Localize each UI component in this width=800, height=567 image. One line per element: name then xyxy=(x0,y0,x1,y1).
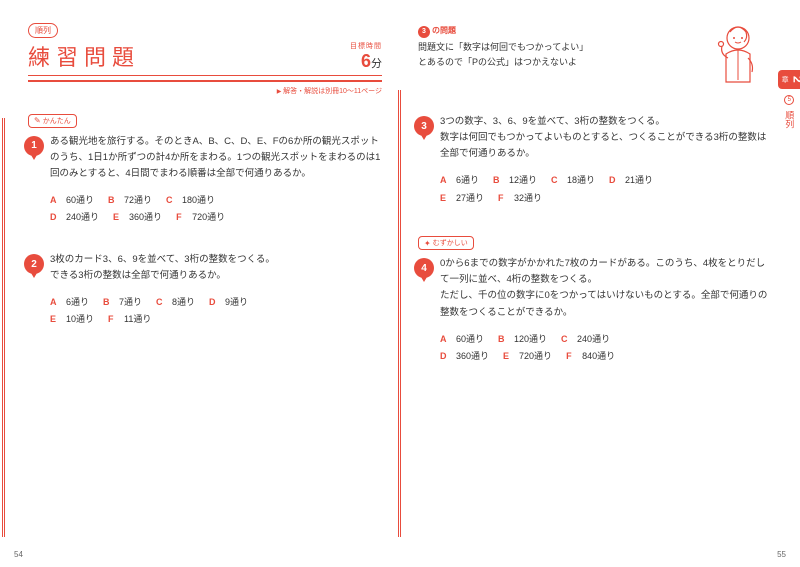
answer-note: 解答・解説は別冊10～11ページ xyxy=(28,86,382,96)
question-number: 1 xyxy=(24,136,44,156)
choices: A6通り B12通り C18通り D21通り E27通り F32通り xyxy=(440,172,768,206)
difficulty-easy-tag: ✎ かんたん xyxy=(28,114,77,128)
question-2: 2 3枚のカード3、6、9を並べて、3桁の整数をつくる。 できる3桁の整数は全部… xyxy=(28,252,382,328)
choices: A60通り B72通り C180通り D240通り E360通り F720通り xyxy=(50,192,382,226)
star-icon: ✦ xyxy=(424,239,431,248)
question-text: ある観光地を旅行する。そのときA、B、C、D、E、Fの6か所の観光スポットのうち… xyxy=(50,134,382,182)
time-value: 6 xyxy=(361,51,371,71)
choices: A60通り B120通り C240通り D360通り E720通り F840通り xyxy=(440,331,768,365)
time-label: 目標時間 xyxy=(350,41,382,51)
page-number-left: 54 xyxy=(14,550,23,559)
page-left: 順列 練習問題 目標時間 6分 解答・解説は別冊10～11ページ ✎ かんたん … xyxy=(0,0,400,567)
page-number-right: 55 xyxy=(777,550,786,559)
question-number: 2 xyxy=(24,254,44,274)
pencil-icon: ✎ xyxy=(34,116,41,125)
category-pill: 順列 xyxy=(28,23,58,38)
page-title: 練習問題 xyxy=(28,40,140,72)
callout-line1: 問題文に「数字は何回でもつかってよい」 xyxy=(418,40,700,55)
difficulty-hard-label: むずかしい xyxy=(433,238,468,248)
chapter-tab: 第2章 xyxy=(778,70,800,89)
question-1: 1 ある観光地を旅行する。そのときA、B、C、D、E、Fの6か所の観光スポットの… xyxy=(28,134,382,227)
margin-lines xyxy=(2,118,5,537)
question-number: 3 xyxy=(414,116,434,136)
margin-lines xyxy=(398,90,401,537)
difficulty-easy-label: かんたん xyxy=(43,116,71,126)
callout-head: 3の問題 xyxy=(418,24,700,38)
callout-line2: とあるので「Pの公式」はつかえないよ xyxy=(418,55,700,70)
question-3: 3 3つの数字、3、6、9を並べて、3桁の整数をつくる。 数字は何回でもつかって… xyxy=(418,114,768,207)
side-tab: 第2章 5 順列 xyxy=(778,70,800,129)
section-tab: 5 順列 xyxy=(783,95,796,129)
question-text: 0から6までの数字がかかれた7枚のカードがある。このうち、4枚をとりだして一列に… xyxy=(440,256,768,321)
callout-badge: 3 xyxy=(418,26,430,38)
difficulty-hard-tag: ✦ むずかしい xyxy=(418,236,474,250)
page-right: 3の問題 問題文に「数字は何回でもつかってよい」 とあるので「Pの公式」はつかえ… xyxy=(400,0,800,567)
header: 順列 練習問題 目標時間 6分 xyxy=(28,20,382,82)
time-unit: 分 xyxy=(371,58,382,70)
question-4: 4 0から6までの数字がかかれた7枚のカードがある。このうち、4枚をとりだして一… xyxy=(418,256,768,365)
target-time: 目標時間 6分 xyxy=(350,41,382,72)
teacher-illustration-icon xyxy=(708,20,768,90)
question-text: 3枚のカード3、6、9を並べて、3桁の整数をつくる。 できる3桁の整数は全部で何… xyxy=(50,252,382,284)
question-text: 3つの数字、3、6、9を並べて、3桁の整数をつくる。 数字は何回でもつかってよい… xyxy=(440,114,768,162)
question-number: 4 xyxy=(414,258,434,278)
callout: 3の問題 問題文に「数字は何回でもつかってよい」 とあるので「Pの公式」はつかえ… xyxy=(418,20,768,90)
choices: A6通り B7通り C8通り D9通り E10通り F11通り xyxy=(50,294,382,328)
